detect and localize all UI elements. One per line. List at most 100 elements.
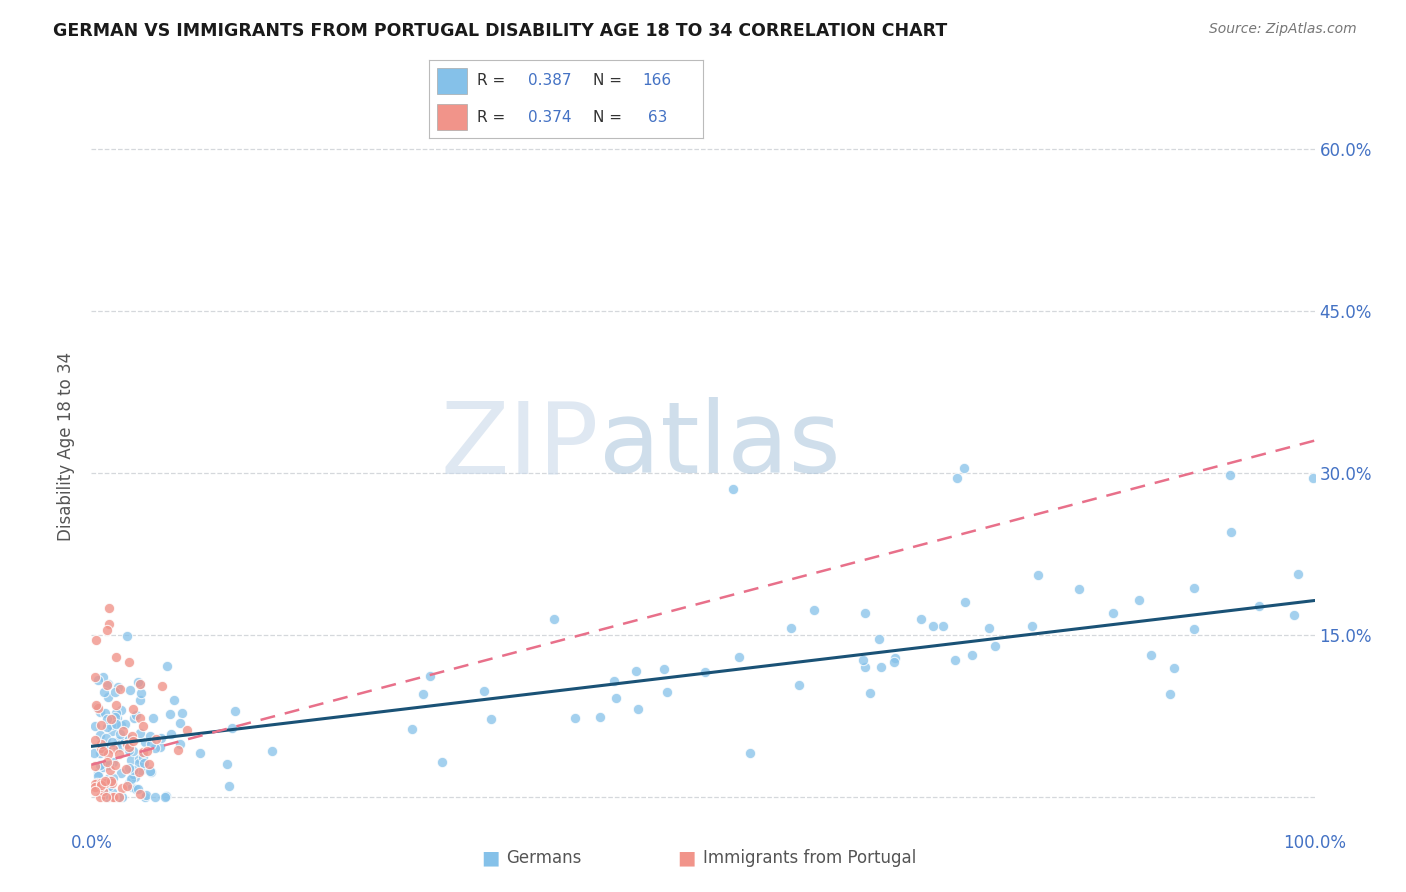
Point <box>1067 582 1090 596</box>
Point <box>163 693 186 707</box>
Point <box>108 790 131 805</box>
Point <box>853 660 876 674</box>
Point <box>87 673 110 687</box>
Point <box>1284 608 1306 623</box>
Point <box>135 789 157 803</box>
Point <box>128 764 150 779</box>
Point <box>605 691 627 706</box>
Point <box>142 711 165 725</box>
Point <box>143 789 166 804</box>
Point <box>84 670 107 684</box>
Point <box>115 779 138 793</box>
Point <box>1159 687 1181 701</box>
Point <box>128 752 150 766</box>
Point <box>218 779 240 793</box>
Point <box>101 784 124 798</box>
Point <box>97 677 120 691</box>
Point <box>412 687 434 701</box>
Point <box>145 732 167 747</box>
Point <box>98 764 121 778</box>
Point <box>1021 619 1043 633</box>
Point <box>127 782 149 797</box>
Point <box>104 758 127 772</box>
Point <box>188 746 211 760</box>
Text: Immigrants from Portugal: Immigrants from Portugal <box>703 849 917 867</box>
Point <box>1182 581 1205 595</box>
Point <box>120 772 142 786</box>
Point <box>84 784 107 798</box>
Point <box>105 716 128 731</box>
Point <box>946 471 969 485</box>
Point <box>110 703 132 717</box>
Point <box>131 746 153 760</box>
Point <box>89 705 111 719</box>
Point <box>118 761 141 775</box>
Point <box>779 621 801 635</box>
Point <box>115 629 138 643</box>
Point <box>97 789 120 804</box>
Point <box>84 633 107 648</box>
Point <box>1163 661 1185 675</box>
Point <box>101 755 124 769</box>
Point <box>117 732 139 747</box>
Point <box>107 680 129 694</box>
Point <box>115 737 138 751</box>
Point <box>883 655 905 669</box>
Point <box>125 781 148 796</box>
Point <box>118 740 141 755</box>
Point <box>129 686 152 700</box>
Point <box>98 617 121 632</box>
Point <box>401 722 423 736</box>
Point <box>160 727 183 741</box>
Point <box>87 701 110 715</box>
Point <box>134 735 156 749</box>
Point <box>153 790 176 805</box>
Point <box>627 702 650 716</box>
Point <box>564 711 586 725</box>
Point <box>104 706 127 720</box>
Point <box>479 712 502 726</box>
Point <box>107 711 129 725</box>
Point <box>107 734 129 748</box>
Point <box>129 764 152 778</box>
Point <box>101 776 124 790</box>
Point <box>110 718 132 732</box>
Point <box>97 757 120 772</box>
Point <box>121 771 143 785</box>
Point <box>138 764 160 778</box>
Point <box>90 737 112 751</box>
Point <box>108 747 131 762</box>
Point <box>419 669 441 683</box>
Point <box>90 718 112 732</box>
Point <box>155 789 177 804</box>
Point <box>91 760 114 774</box>
Point <box>859 685 882 699</box>
Point <box>87 766 110 780</box>
Text: R =: R = <box>477 110 510 125</box>
Point <box>1219 468 1241 483</box>
Point <box>129 692 152 706</box>
Point <box>853 606 876 620</box>
Point <box>128 756 150 771</box>
Point <box>115 737 138 751</box>
Point <box>1028 568 1050 582</box>
Point <box>115 762 138 776</box>
Point <box>100 712 122 726</box>
Point <box>224 704 246 718</box>
Point <box>100 735 122 749</box>
Point <box>738 747 761 761</box>
Point <box>932 619 955 633</box>
Point <box>110 790 132 805</box>
Point <box>114 716 136 731</box>
Point <box>96 678 118 692</box>
Point <box>943 653 966 667</box>
Point <box>96 720 118 734</box>
Point <box>101 742 124 756</box>
Text: R =: R = <box>477 73 510 88</box>
Point <box>121 780 143 794</box>
Point <box>132 756 155 770</box>
Point <box>90 778 112 792</box>
Point <box>984 639 1007 653</box>
Point <box>139 729 162 743</box>
Point <box>655 685 678 699</box>
